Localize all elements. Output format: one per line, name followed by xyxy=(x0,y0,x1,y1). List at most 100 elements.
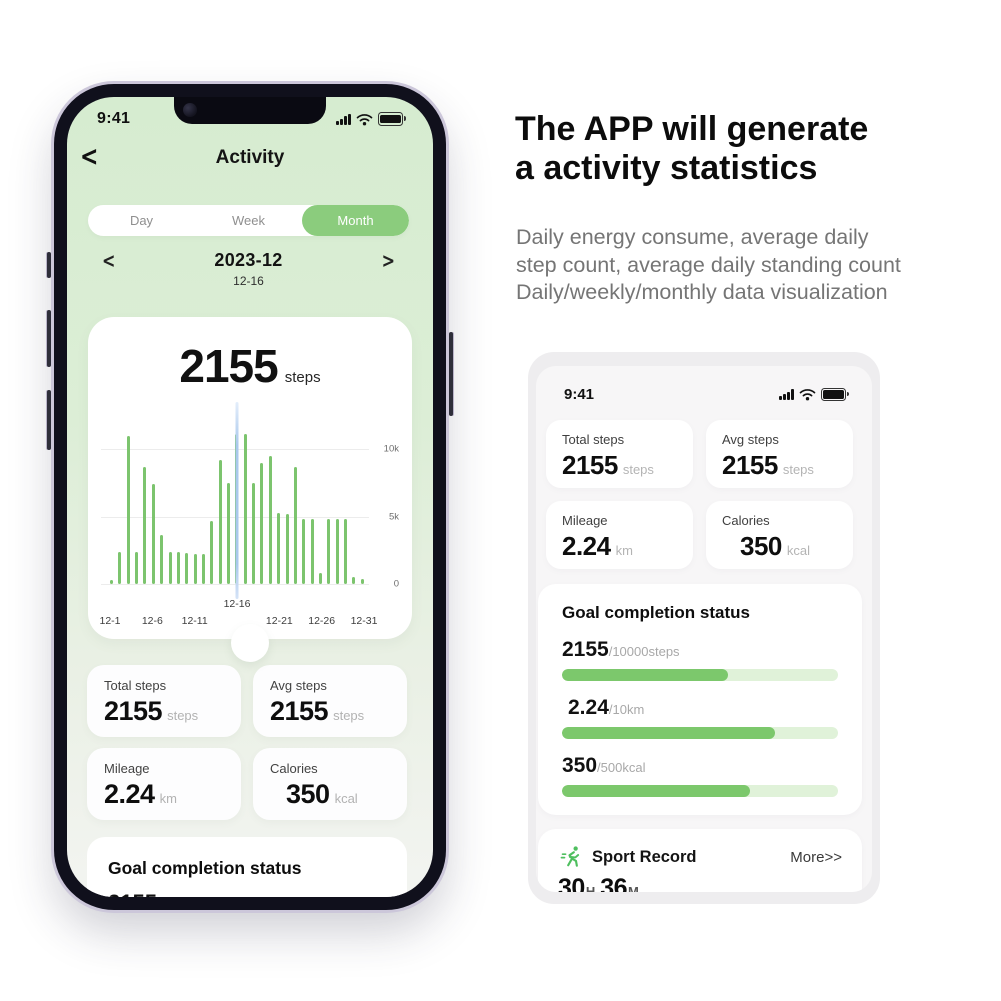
description-line3: Daily/weekly/monthly data visualization xyxy=(516,280,888,304)
chart-bar xyxy=(110,579,113,584)
chart-bar xyxy=(310,519,314,584)
stats-grid: Total steps 2155 steps Avg steps 2155 step… xyxy=(87,665,407,820)
tab-day[interactable]: Day xyxy=(129,213,154,228)
status-icons xyxy=(336,112,406,126)
sport-record-label: Sport Record xyxy=(592,847,697,866)
goal-target: /10000steps xyxy=(608,644,680,659)
gridline xyxy=(101,516,369,518)
stat-value: 350 xyxy=(740,531,782,561)
chart-bar xyxy=(126,435,130,584)
sport-hours-unit: H xyxy=(585,884,596,892)
tab-week[interactable]: Week xyxy=(232,213,265,228)
chart-bar xyxy=(318,573,322,584)
chart-bar xyxy=(268,455,272,584)
wifi-icon xyxy=(799,389,816,401)
more-link[interactable]: More>> xyxy=(790,848,842,866)
next-period-button[interactable]: > xyxy=(381,248,395,273)
stat-unit: km xyxy=(615,543,633,558)
goal-heading: Goal completion status xyxy=(108,858,302,878)
stat-unit: steps xyxy=(167,708,199,723)
current-period-label: 2023-12 xyxy=(214,250,283,270)
stat-value: 350 xyxy=(286,779,330,809)
stat-label: Total steps xyxy=(562,432,625,447)
stats-screenshot: 9:41 Total steps 2155 steps xyxy=(536,366,872,892)
headline-line2: a activity statistics xyxy=(515,149,818,187)
selected-date-label: 12-16 xyxy=(233,274,264,288)
chart-bar xyxy=(293,466,297,584)
progress-track xyxy=(562,785,838,797)
page-title: Activity xyxy=(215,147,285,168)
chart-bar xyxy=(352,577,356,584)
goal-completion-card: Goal completion status 2155/10000steps 2… xyxy=(538,584,862,815)
x-tick-label: 12-1 xyxy=(99,615,121,627)
avg-steps-card: Avg steps 2155 steps xyxy=(706,420,853,488)
goal-row-mileage: 2.24/10km xyxy=(562,696,838,739)
chart-bar xyxy=(201,554,205,584)
volume-up-button xyxy=(47,310,51,367)
stat-label: Avg steps xyxy=(722,432,779,447)
chart-bar xyxy=(135,551,139,584)
chart-bars xyxy=(110,429,364,584)
back-button[interactable]: < xyxy=(80,141,99,174)
calories-card: Calories 350 kcal xyxy=(253,748,407,820)
calories-card: Calories 350 kcal xyxy=(706,501,853,569)
stat-unit: steps xyxy=(333,708,365,723)
chart-bar xyxy=(260,462,264,584)
headline: The APP will generate a activity statist… xyxy=(515,110,868,188)
chart-plot[interactable]: 10k 5k 0 12-16 12-1 12-6 12-11 12-21 12-26 12… xyxy=(99,402,399,627)
stat-unit: kcal xyxy=(786,543,811,558)
stat-value: 2.24 xyxy=(562,531,611,561)
progress-fill xyxy=(562,669,728,681)
stat-unit: kcal xyxy=(334,791,358,806)
stat-unit: steps xyxy=(622,462,654,477)
chart-bar xyxy=(277,512,281,584)
chart-bar xyxy=(143,466,147,584)
chart-bar xyxy=(218,460,222,584)
drag-handle[interactable] xyxy=(231,624,269,662)
chart-bar xyxy=(151,484,155,584)
status-bar: 9:41 xyxy=(536,366,872,403)
steps-value: 2155 xyxy=(179,340,278,392)
chart-x-labels: 12-1 12-6 12-11 12-21 12-26 12-31 xyxy=(99,615,377,627)
status-icons xyxy=(779,387,849,402)
x-tick-label: 12-31 xyxy=(350,615,378,627)
stat-label: Calories xyxy=(722,513,770,528)
headline-line1: The APP will generate xyxy=(515,110,869,148)
progress-fill xyxy=(562,727,775,739)
stat-label: Avg steps xyxy=(270,678,327,693)
y-tick-5k: 5k xyxy=(388,511,399,523)
goal-value: 2155 xyxy=(562,638,609,661)
goal-row-calories: 350/500kcal xyxy=(562,754,838,797)
goal-value: 350 xyxy=(562,754,598,777)
tab-month[interactable]: Month xyxy=(302,205,409,236)
status-time: 9:41 xyxy=(564,386,595,403)
y-tick-0: 0 xyxy=(393,578,399,590)
chart-bar xyxy=(243,434,247,584)
runner-icon xyxy=(560,846,580,867)
total-steps-card: Total steps 2155 steps xyxy=(87,665,241,737)
progress-track xyxy=(562,669,838,681)
sport-record-card[interactable]: Sport Record More>> 30H 36M xyxy=(538,829,862,892)
period-tabs: Day Week Month xyxy=(88,205,409,236)
steps-unit: steps xyxy=(284,369,321,386)
stat-unit: steps xyxy=(782,462,814,477)
battery-icon xyxy=(378,112,406,126)
chart-bar xyxy=(185,553,189,584)
status-bar: 9:41 xyxy=(67,110,433,128)
prev-period-button[interactable]: < xyxy=(102,248,116,273)
progress-track xyxy=(562,727,838,739)
x-tick-label: 12-11 xyxy=(181,615,208,627)
stats-grid: Total steps 2155 steps Avg steps 2155 step… xyxy=(546,420,853,569)
chart-bar xyxy=(327,519,331,584)
stat-label: Mileage xyxy=(562,513,608,528)
x-tick-label: 12-26 xyxy=(308,615,336,627)
sport-minutes: 36 xyxy=(600,874,628,892)
volume-down-button xyxy=(47,390,51,450)
y-tick-10k: 10k xyxy=(383,443,399,455)
goal-target: /10km xyxy=(608,702,645,717)
chart-bar xyxy=(360,578,364,584)
mileage-card: Mileage 2.24 km xyxy=(87,748,241,820)
status-time: 9:41 xyxy=(97,110,131,127)
date-navigator: < 2023-12 12-16 > xyxy=(88,248,409,288)
